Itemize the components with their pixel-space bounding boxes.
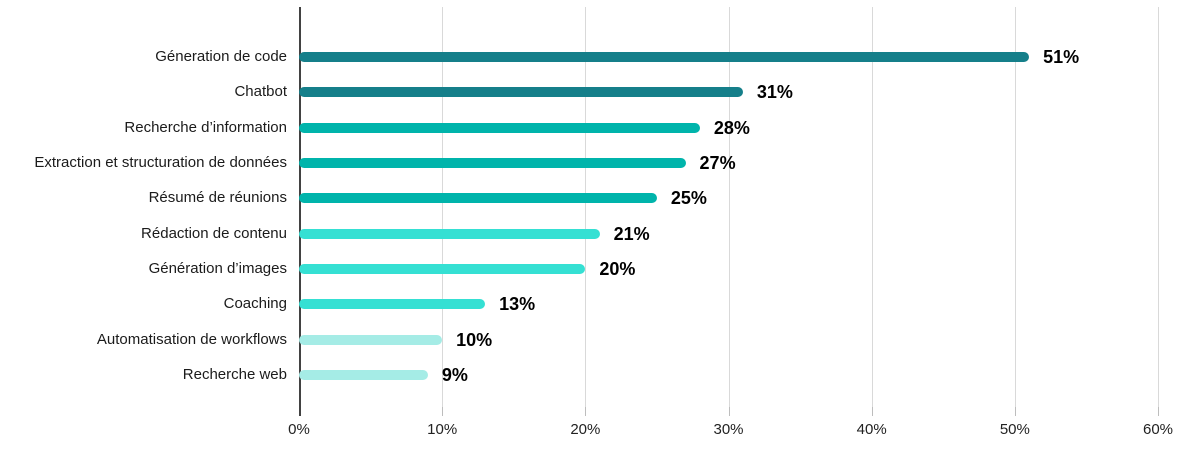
x-tick-label: 20%: [570, 421, 601, 438]
bar: [299, 158, 686, 169]
category-label: Rédaction de contenu: [141, 224, 287, 242]
bar: [299, 228, 600, 239]
category-label: Extraction et structuration de données: [34, 154, 287, 172]
gridline: [871, 7, 873, 407]
x-tick-label: 40%: [856, 421, 887, 438]
bar: [299, 122, 700, 133]
value-label: 28%: [713, 117, 750, 138]
x-tick: [1014, 407, 1016, 416]
x-tick-label: 0%: [288, 421, 310, 438]
gridline: [442, 7, 444, 407]
value-label: 27%: [699, 153, 736, 174]
x-tick: [299, 407, 301, 416]
x-tick: [442, 407, 444, 416]
value-label: 31%: [756, 82, 793, 103]
category-label: Recherche web: [182, 366, 287, 384]
value-label: 51%: [1043, 47, 1080, 67]
x-tick-label: 50%: [999, 421, 1030, 438]
bar: [299, 87, 743, 98]
x-tick: [1158, 407, 1159, 416]
gridline: [728, 7, 730, 407]
x-tick: [585, 407, 587, 416]
bar: [299, 264, 586, 275]
bar: [299, 334, 443, 345]
category-label: Coaching: [223, 295, 287, 313]
category-label: Chatbot: [234, 83, 287, 101]
gridline: [1014, 7, 1016, 407]
x-tick-label: 60%: [1142, 421, 1174, 438]
value-label: 25%: [670, 188, 707, 209]
value-label: 9%: [441, 365, 468, 386]
bar: [299, 370, 428, 381]
value-label: 21%: [613, 223, 650, 244]
gridline: [585, 7, 587, 407]
y-axis-line: [299, 7, 301, 407]
category-label: Résumé de réunions: [148, 189, 287, 207]
value-label: 13%: [499, 294, 536, 315]
x-tick-label: 30%: [713, 421, 744, 438]
category-label: Génération d’images: [148, 260, 287, 278]
value-label: 10%: [456, 329, 493, 350]
gridline: [1158, 7, 1159, 407]
x-tick-label: 10%: [427, 421, 458, 438]
bar: [299, 52, 1030, 62]
x-tick: [728, 407, 730, 416]
bar: [299, 299, 486, 310]
category-label: Recherche d’information: [124, 118, 287, 136]
x-tick: [871, 407, 873, 416]
value-label: 20%: [599, 259, 636, 280]
bar: [299, 193, 657, 204]
category-label: Géneration de code: [155, 48, 287, 65]
category-label: Automatisation de workflows: [96, 330, 287, 348]
